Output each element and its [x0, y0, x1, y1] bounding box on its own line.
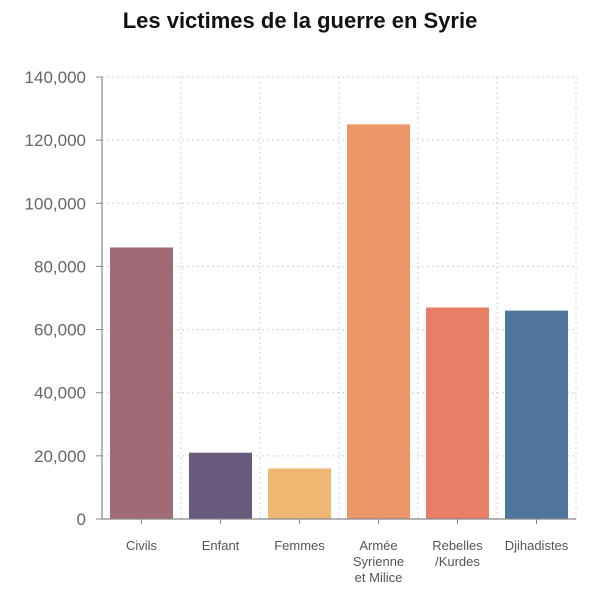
y-tick-label: 0 [77, 510, 86, 529]
x-tick-label: Rebelles/Kurdes [432, 538, 483, 569]
x-tick-label: Djihadistes [505, 538, 569, 553]
bar [347, 124, 410, 519]
y-tick-label: 20,000 [34, 447, 86, 466]
bars [110, 124, 568, 519]
x-axis-ticks: Civils Enfant Femmes Armée Syrienne et Milice… [126, 519, 569, 585]
chart-title: Les victimes de la guerre en Syrie [122, 8, 478, 33]
y-tick-label: 120,000 [25, 131, 86, 150]
y-tick-label: 100,000 [25, 194, 86, 213]
y-tick-label: 60,000 [34, 321, 86, 340]
x-tick-label-line: Armée [359, 538, 397, 553]
x-tick-label-line: Femmes [274, 538, 325, 553]
x-tick-label: Civils [126, 538, 158, 553]
bar [505, 310, 568, 519]
bar [268, 468, 331, 519]
x-tick-label-line: Civils [126, 538, 158, 553]
y-tick-label: 80,000 [34, 257, 86, 276]
x-tick-label-line: Syrienne [353, 554, 404, 569]
bar [189, 452, 252, 519]
y-tick-label: 140,000 [25, 68, 86, 87]
x-tick-label: Enfant [202, 538, 240, 553]
bar [110, 247, 173, 519]
x-tick-label: Armée Syrienne et Milice [353, 538, 404, 585]
x-tick-label: Femmes [274, 538, 325, 553]
y-axis-ticks: 0 20,000 40,000 60,000 80,000 100,000 120,000 1… [25, 68, 102, 529]
y-tick-label: 40,000 [34, 384, 86, 403]
x-tick-label-line: Rebelles [432, 538, 483, 553]
grid-lines [102, 76, 577, 519]
bar [426, 307, 489, 519]
x-tick-label-line: Enfant [202, 538, 240, 553]
x-tick-label-line: /Kurdes [435, 554, 480, 569]
x-tick-label-line: Djihadistes [505, 538, 569, 553]
axes [101, 77, 576, 520]
x-tick-label-line: et Milice [355, 570, 403, 585]
